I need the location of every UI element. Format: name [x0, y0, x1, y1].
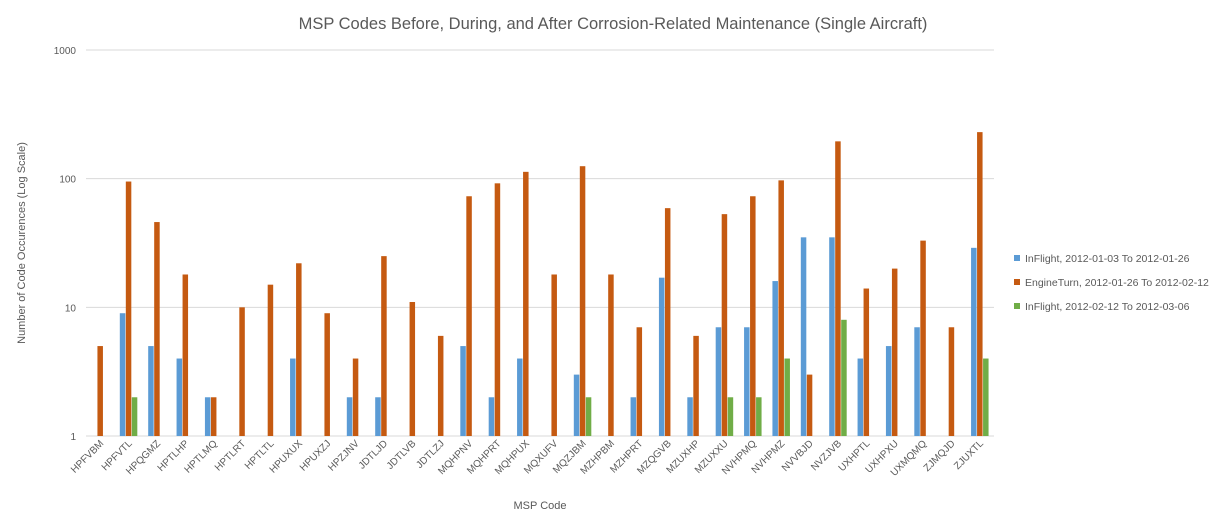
bar	[948, 327, 955, 436]
legend: InFlight, 2012-01-03 To 2012-01-26 Engine…	[1014, 253, 1209, 313]
bar	[210, 397, 217, 436]
bar	[585, 397, 592, 436]
bar	[664, 208, 671, 436]
x-tick-label: ZJMQJD	[922, 438, 958, 474]
bar	[290, 358, 296, 436]
bar	[324, 313, 330, 436]
bar	[148, 346, 154, 436]
x-tick-label: JDTLJD	[357, 438, 390, 471]
bar	[352, 358, 359, 436]
y-axis-ticks: 1 10 100 1000	[54, 46, 77, 443]
x-tick-label: HPZJNV	[326, 438, 362, 474]
bar	[182, 274, 189, 436]
bar	[784, 358, 790, 436]
bar	[579, 166, 586, 436]
x-tick-label: HPFVBM	[69, 438, 106, 475]
legend-label: InFlight, 2012-02-12 To 2012-03-06	[1025, 301, 1190, 313]
bar	[346, 397, 353, 436]
bar	[744, 327, 750, 436]
bar	[750, 196, 756, 436]
bar	[863, 288, 870, 436]
bar	[97, 346, 103, 436]
bar	[573, 374, 580, 436]
bar	[239, 307, 245, 436]
bar	[517, 358, 523, 436]
y-axis-title: Number of Code Occurences (Log Scale)	[16, 142, 28, 344]
bar	[693, 335, 699, 436]
y-tick-label: 1	[70, 432, 76, 443]
bar	[608, 274, 614, 436]
legend-swatch	[1014, 255, 1020, 261]
bar	[835, 141, 841, 436]
bar	[800, 237, 807, 436]
bar	[687, 397, 693, 436]
bar	[131, 397, 138, 436]
bar	[119, 313, 126, 436]
bar	[983, 358, 989, 436]
legend-label: InFlight, 2012-01-03 To 2012-01-26	[1025, 253, 1190, 265]
bar	[636, 327, 643, 436]
bar	[494, 183, 501, 436]
x-tick-label: HPTLRT	[213, 438, 248, 473]
bar	[891, 268, 898, 436]
bar	[437, 335, 444, 436]
bar	[778, 180, 784, 436]
legend-swatch	[1014, 303, 1020, 309]
bar	[381, 256, 387, 436]
bar	[806, 374, 813, 436]
bar	[772, 281, 778, 436]
bar	[154, 222, 160, 436]
legend-swatch	[1014, 279, 1020, 285]
bar	[914, 327, 920, 436]
bar	[829, 237, 835, 436]
x-tick-label: NVVBJD	[780, 438, 816, 474]
bar	[885, 346, 892, 436]
x-tick-label: ZJUXTL	[952, 438, 986, 472]
bar	[857, 358, 864, 436]
x-tick-label: JDTLVB	[385, 438, 419, 472]
bar	[551, 274, 557, 436]
bars	[97, 132, 989, 437]
legend-label: EngineTurn, 2012-01-26 To 2012-02-12	[1025, 277, 1209, 289]
bar	[460, 346, 466, 436]
bar	[721, 214, 728, 436]
bar	[841, 319, 847, 436]
y-tick-label: 10	[65, 303, 77, 314]
bar	[296, 263, 302, 436]
bar	[727, 397, 734, 436]
bar	[971, 247, 977, 436]
y-tick-label: 1000	[54, 46, 77, 57]
bar	[125, 181, 132, 436]
bar	[466, 196, 472, 436]
bar	[204, 397, 211, 436]
x-axis-title: MSP Code	[514, 500, 567, 512]
bar	[630, 397, 637, 436]
bar	[267, 284, 274, 436]
bar	[409, 302, 416, 436]
bar	[176, 358, 183, 436]
bar	[375, 397, 381, 436]
bar	[920, 240, 926, 436]
chart-title: MSP Codes Before, During, and After Corr…	[299, 15, 928, 33]
x-axis-ticks: HPFVBMHPFVTLHPQGMZHPTLHPHPTLMQHPTLRTHPTL…	[69, 438, 986, 479]
bar	[977, 132, 983, 436]
bar	[715, 327, 722, 436]
y-tick-label: 100	[59, 175, 76, 186]
bar	[658, 277, 665, 436]
bar	[523, 171, 529, 437]
bar	[756, 397, 762, 436]
bar	[488, 397, 495, 436]
